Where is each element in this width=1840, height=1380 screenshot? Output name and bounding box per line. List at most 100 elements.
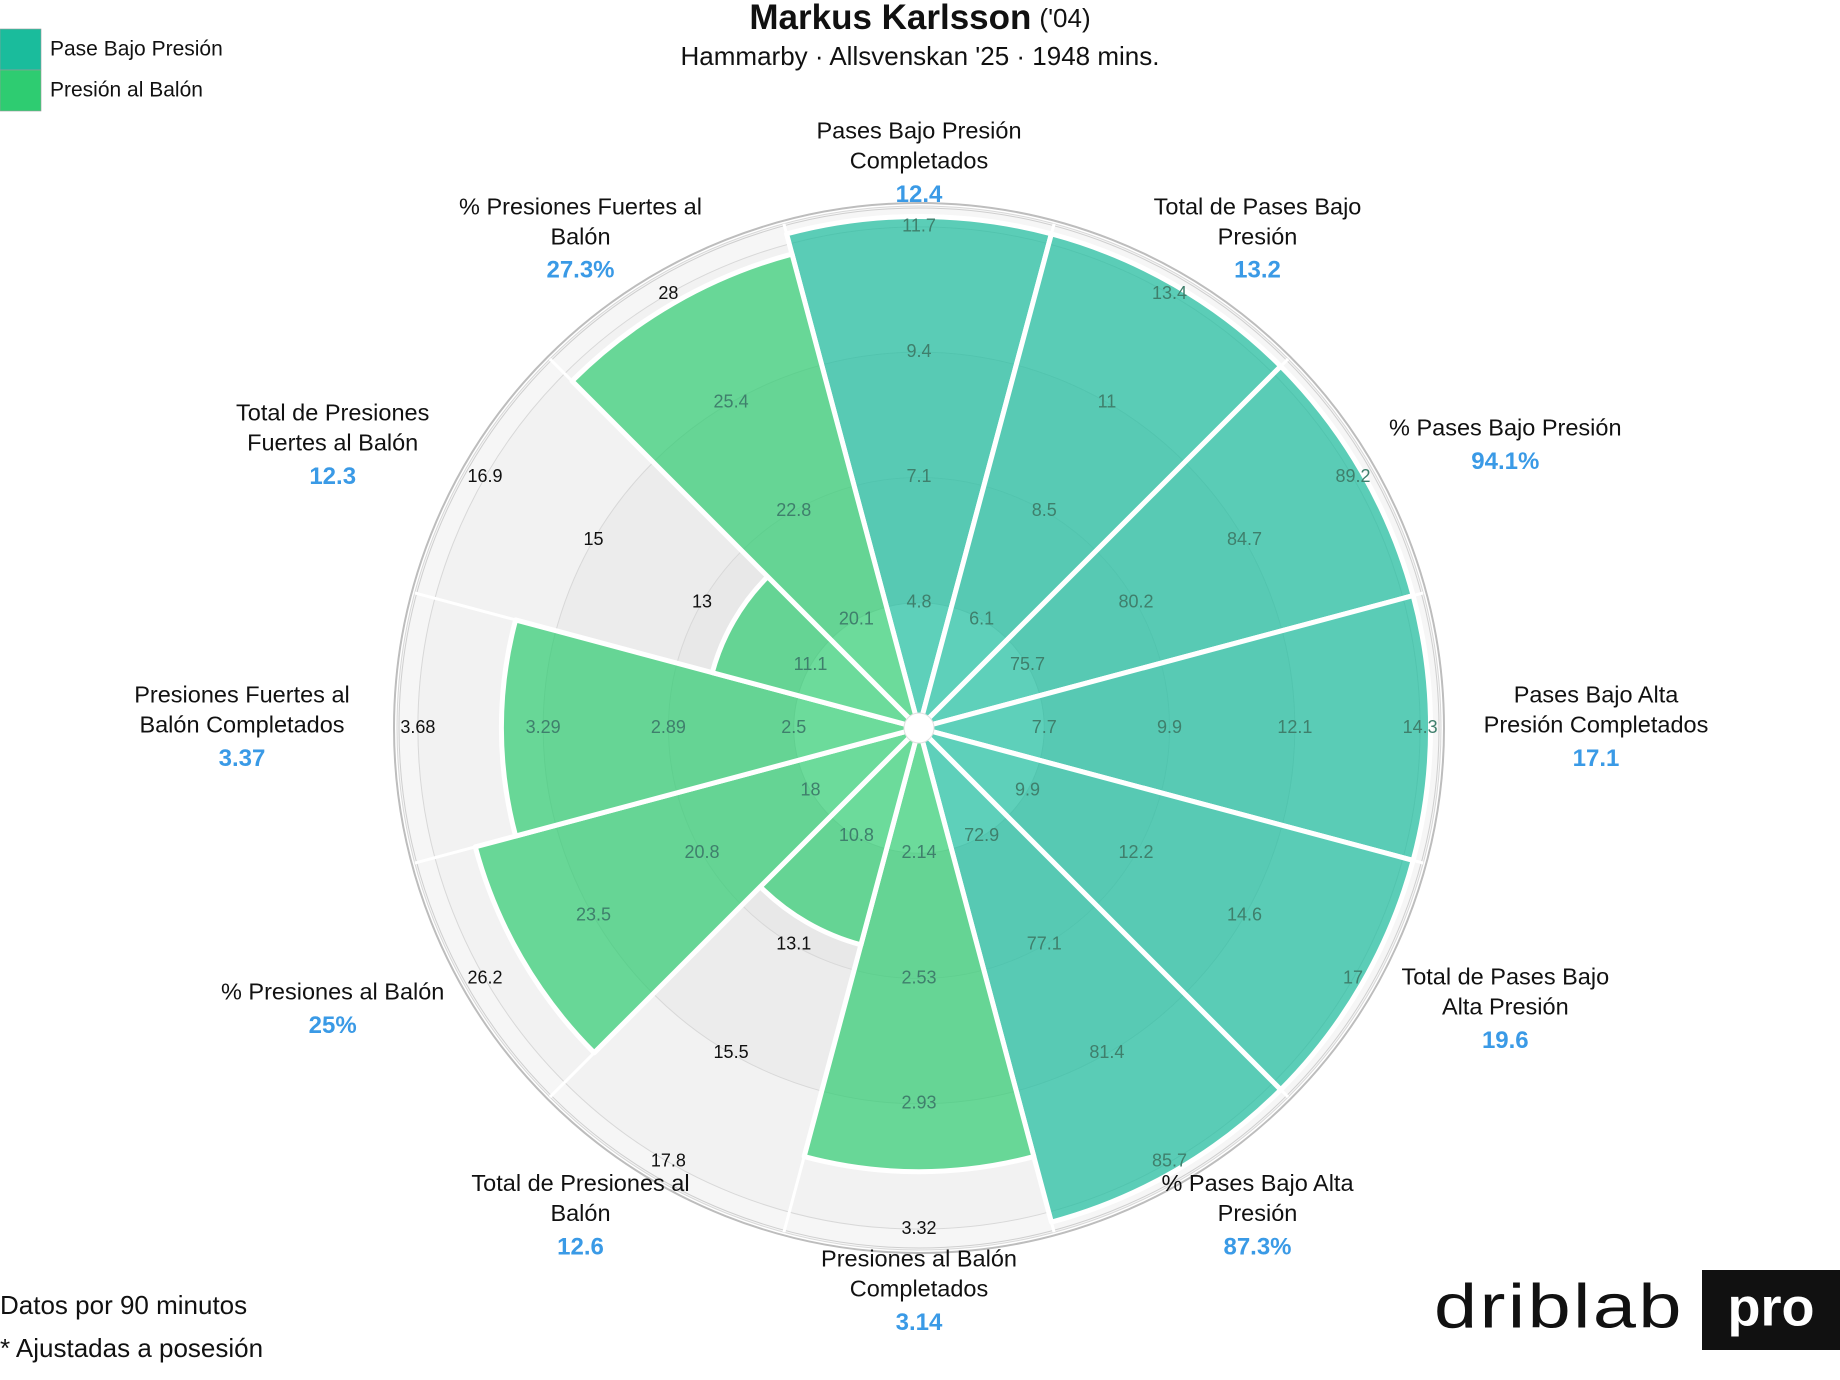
slice-label: % Presiones Fuertes al — [459, 193, 702, 219]
tick-label: 3.68 — [400, 717, 435, 737]
tick-label: 20.1 — [839, 608, 874, 628]
chart-title: Markus Karlsson ('04) — [749, 0, 1090, 37]
tick-label: 22.8 — [776, 500, 811, 520]
tick-label: 2.5 — [781, 717, 806, 737]
tick-label: 89.2 — [1335, 466, 1370, 486]
tick-label: 3.29 — [526, 717, 561, 737]
tick-label: 13.4 — [1152, 283, 1187, 303]
bar — [916, 725, 1416, 1093]
slice-label: Total de Pases Bajo — [1154, 193, 1362, 219]
tick-label: 75.7 — [1010, 654, 1045, 674]
tick-label: 80.2 — [1118, 591, 1153, 611]
bar — [784, 214, 1054, 731]
tick-label: 11 — [1098, 391, 1117, 411]
footnote: Datos por 90 minutos — [0, 1290, 247, 1320]
tick-label: 2.14 — [901, 842, 936, 862]
tick-label: 7.1 — [906, 466, 931, 486]
tick-label: 14.3 — [1403, 717, 1438, 737]
tick-label: 2.93 — [901, 1093, 936, 1113]
tick-label: 9.4 — [906, 341, 931, 361]
tick-label: 7.7 — [1032, 717, 1057, 737]
outer-ring — [393, 202, 1445, 1254]
tick-label: 84.7 — [1227, 529, 1262, 549]
tick-label: 25.4 — [714, 391, 749, 411]
value-label: 13.2 — [1234, 256, 1281, 283]
slice-label: % Presiones al Balón — [221, 979, 444, 1005]
tick-label: 11.1 — [794, 654, 828, 674]
value-label: 19.6 — [1482, 1027, 1529, 1054]
tick-label: 4.8 — [906, 591, 931, 611]
tick-label: 28 — [658, 283, 678, 303]
value-label: 87.3% — [1223, 1233, 1291, 1260]
value-label: 12.3 — [309, 463, 356, 490]
tick-label: 10.8 — [839, 825, 874, 845]
slice-label: Pases Bajo Presión — [816, 118, 1021, 144]
tick-label: 13.1 — [776, 934, 811, 954]
tick-label: 72.9 — [964, 825, 999, 845]
value-label: 94.1% — [1471, 448, 1539, 475]
tick-label: 12.1 — [1277, 717, 1312, 737]
bar — [498, 617, 922, 839]
tick-label: 23.5 — [576, 905, 611, 925]
slice-label: Presiones al Balón — [821, 1246, 1017, 1272]
bar — [916, 363, 1416, 731]
legend-swatch — [0, 69, 42, 112]
tick-label: 2.89 — [651, 717, 686, 737]
value-label: 3.14 — [896, 1309, 943, 1336]
tick-label: 9.9 — [1157, 717, 1182, 737]
value-label: 25% — [309, 1012, 357, 1039]
tick-label: 14.6 — [1227, 905, 1262, 925]
tick-label: 11.7 — [902, 216, 936, 236]
slice-label: Balón Completados — [139, 712, 344, 738]
value-label: 12.6 — [557, 1233, 604, 1260]
tick-label: 2.53 — [901, 967, 936, 987]
tick-label: 18 — [800, 779, 820, 799]
slice-label: Fuertes al Balón — [247, 430, 418, 456]
tick-label: 16.9 — [467, 466, 502, 486]
tick-label: 9.9 — [1015, 779, 1040, 799]
slice-label: Alta Presión — [1442, 994, 1569, 1020]
brand-name: driblab — [1434, 1272, 1684, 1341]
slice-label: Presión Completados — [1484, 712, 1709, 738]
slice-label: Total de Presiones — [236, 400, 429, 426]
value-label: 12.4 — [896, 181, 943, 208]
slice-label: Balón — [550, 1200, 610, 1226]
bar — [916, 593, 1433, 863]
slice-label: Balón — [550, 223, 610, 249]
slice-label: Completados — [850, 148, 988, 174]
slice-label: Completados — [850, 1276, 988, 1302]
value-label: 17.1 — [1573, 745, 1620, 772]
title-suffix: ('04) — [1039, 3, 1090, 33]
slice-label: Presión — [1218, 223, 1298, 249]
hub — [903, 712, 935, 744]
tick-label: 85.7 — [1152, 1151, 1187, 1171]
tick-label: 81.4 — [1089, 1042, 1124, 1062]
bar — [757, 725, 922, 948]
tick-label: 3.32 — [901, 1218, 936, 1238]
legend-label: Presión al Balón — [50, 79, 203, 102]
slice-label: Presiones Fuertes al — [134, 682, 350, 708]
tick-label: 26.2 — [467, 967, 502, 987]
value-label: 3.37 — [219, 745, 266, 772]
slice-label: Presión — [1218, 1200, 1298, 1226]
slice-label: Total de Pases Bajo — [1401, 964, 1609, 990]
slice-label: % Pases Bajo Presión — [1389, 415, 1622, 441]
tick-label: 15.5 — [714, 1042, 749, 1062]
brand-tag: pro — [1728, 1277, 1815, 1337]
value-label: 27.3% — [546, 256, 614, 283]
bar — [569, 251, 922, 731]
tick-label: 15 — [583, 529, 603, 549]
tick-label: 8.5 — [1032, 500, 1057, 520]
brand-box — [1702, 1270, 1840, 1350]
tick-label: 17 — [1343, 967, 1363, 987]
tick-label: 17.8 — [651, 1151, 686, 1171]
tick-label: 12.2 — [1118, 842, 1153, 862]
tick-label: 6.1 — [969, 608, 994, 628]
bar — [916, 231, 1284, 731]
slice-label: Total de Presiones al — [471, 1170, 689, 1196]
bar — [709, 574, 922, 731]
subtitle: Hammarby · Allsvenskan '25 · 1948 mins. — [681, 41, 1160, 71]
slice-label: % Pases Bajo Alta — [1161, 1170, 1354, 1196]
legend-swatch — [0, 28, 42, 71]
